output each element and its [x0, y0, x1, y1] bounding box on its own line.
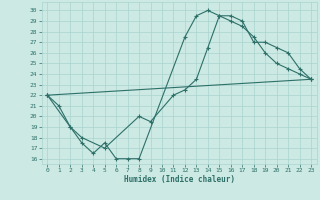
X-axis label: Humidex (Indice chaleur): Humidex (Indice chaleur): [124, 175, 235, 184]
